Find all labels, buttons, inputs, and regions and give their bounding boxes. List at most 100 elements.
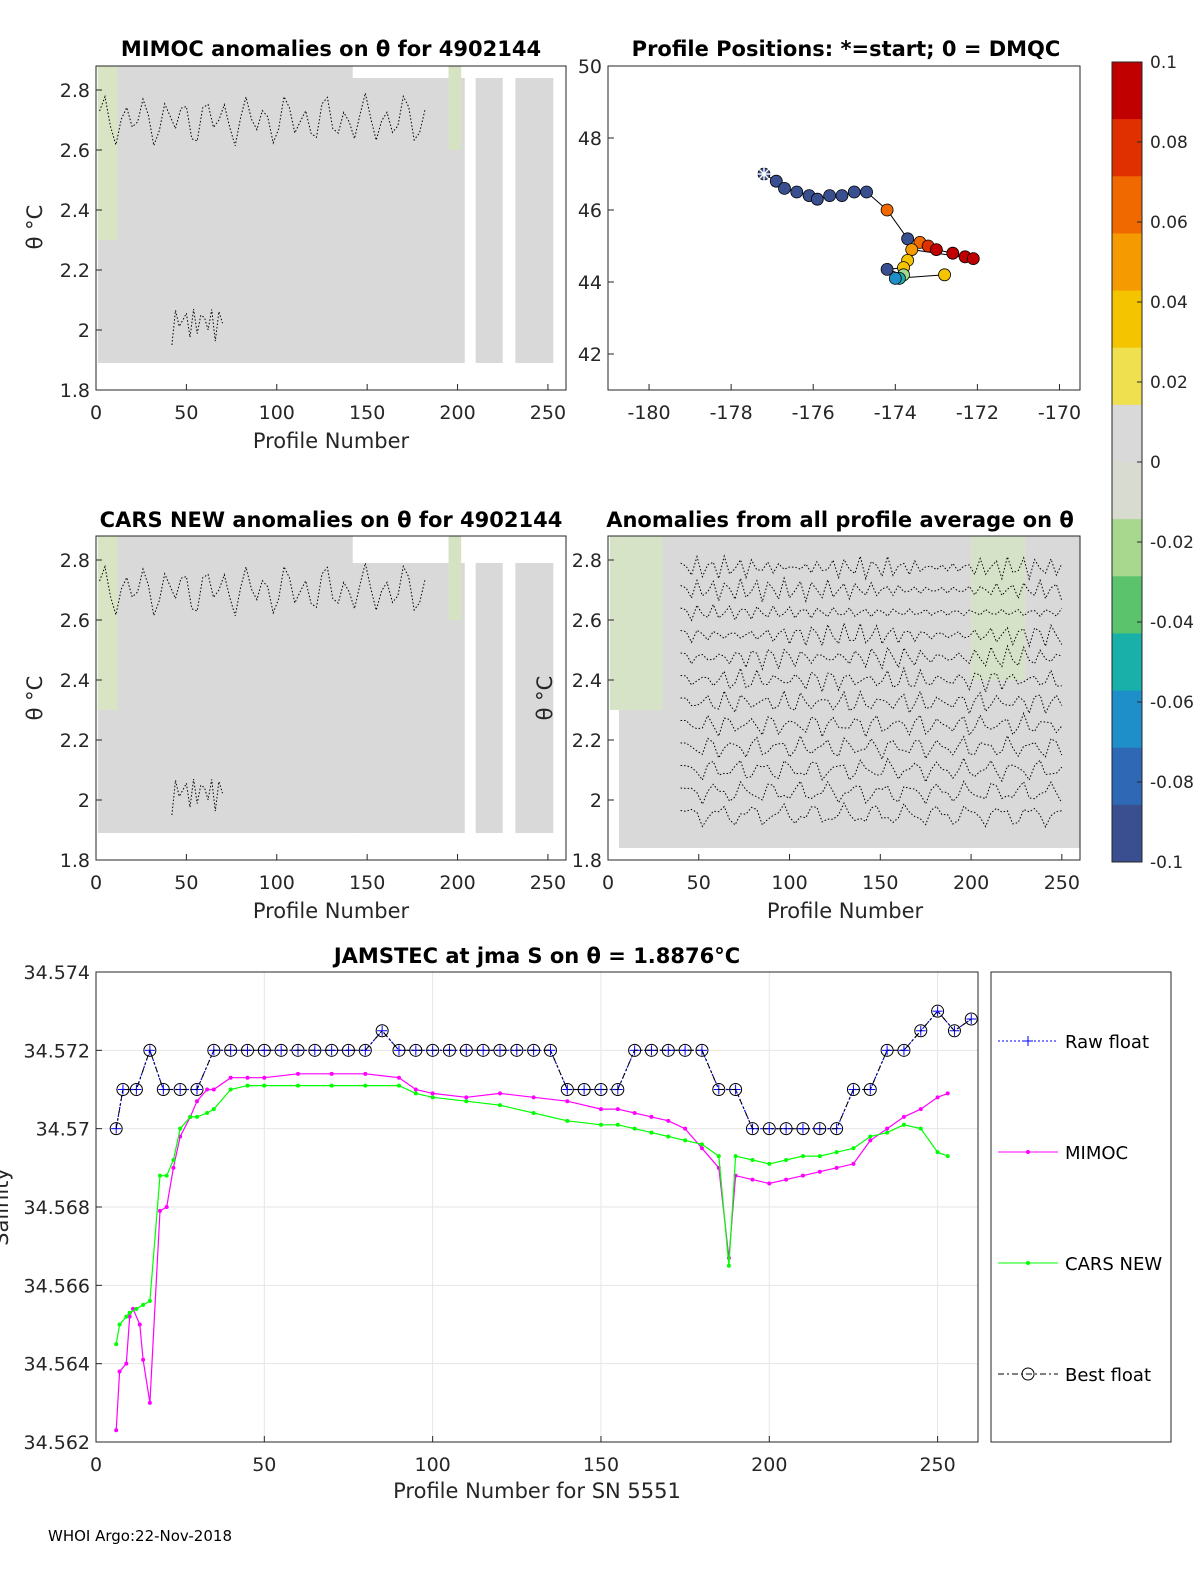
data-point bbox=[767, 1181, 772, 1186]
panel-title: CARS NEW anomalies on θ for 4902144 bbox=[100, 508, 563, 532]
legend-marker bbox=[1026, 1150, 1030, 1154]
profile-marker bbox=[835, 189, 849, 203]
data-point bbox=[678, 1043, 692, 1057]
data-point bbox=[493, 1043, 507, 1057]
colorbar-swatch bbox=[1112, 347, 1142, 406]
data-point bbox=[914, 1024, 928, 1038]
axis-ticks: 0 50 100 150 200 250 1.8 2 2.2 2.4 2.6 2.8 bbox=[60, 65, 567, 424]
data-point bbox=[733, 1154, 738, 1159]
data-point bbox=[341, 1043, 355, 1057]
data-point bbox=[141, 1302, 146, 1307]
y-tick-label: 2.8 bbox=[60, 550, 90, 572]
y-tick-label: 2.6 bbox=[572, 610, 602, 632]
footer-text: WHOI Argo:22-Nov-2018 bbox=[48, 1527, 232, 1545]
data-point bbox=[137, 1322, 142, 1327]
x-axis-label: Profile Number bbox=[253, 429, 410, 453]
data-point bbox=[931, 1004, 945, 1018]
start-marker-stroke bbox=[758, 168, 770, 180]
data-point bbox=[632, 1111, 637, 1115]
x-tick-label: 150 bbox=[862, 872, 898, 894]
colorbar-swatch bbox=[1112, 404, 1142, 463]
colorbar-swatch bbox=[1112, 462, 1142, 520]
data-point bbox=[173, 1083, 187, 1096]
y-tick-label: 1.8 bbox=[60, 380, 90, 402]
y-tick-label: 1.8 bbox=[572, 850, 602, 872]
profile-marker bbox=[946, 246, 960, 260]
y-tick-label: 2.6 bbox=[60, 140, 90, 162]
data-point bbox=[157, 1208, 162, 1213]
x-tick-label: 200 bbox=[953, 872, 989, 894]
data-point bbox=[131, 1084, 142, 1095]
x-tick-label: 150 bbox=[349, 402, 385, 424]
data-point bbox=[262, 1083, 267, 1088]
data-point bbox=[274, 1043, 288, 1057]
data-point bbox=[666, 1134, 671, 1139]
data-point bbox=[375, 1024, 389, 1038]
data-point bbox=[464, 1095, 469, 1100]
data-point bbox=[594, 1083, 608, 1096]
panel-salinity: JAMSTEC at jma S on θ = 1.8876°C 0 50 100 1… bbox=[0, 944, 1172, 1503]
y-tick-label: 2.8 bbox=[60, 80, 90, 102]
data-point bbox=[116, 1083, 130, 1096]
data-point bbox=[779, 1122, 793, 1136]
profile-marker bbox=[823, 189, 837, 203]
data-point bbox=[851, 1161, 856, 1166]
contour-line bbox=[680, 554, 1063, 581]
colorbar-tick-label: -0.06 bbox=[1150, 693, 1194, 713]
data-point bbox=[109, 1122, 123, 1136]
x-tick-label: 50 bbox=[174, 402, 198, 424]
data-point bbox=[134, 1306, 139, 1311]
data-point bbox=[918, 1107, 923, 1112]
y-tick-label: 2.4 bbox=[60, 670, 90, 692]
anomaly-field bbox=[475, 78, 503, 363]
anomaly-field bbox=[609, 536, 663, 710]
anomaly-field bbox=[97, 536, 118, 710]
data-point bbox=[885, 1130, 890, 1135]
data-point bbox=[880, 1043, 894, 1057]
profile-marker bbox=[790, 185, 804, 199]
data-point bbox=[117, 1369, 122, 1374]
data-point bbox=[966, 1014, 977, 1024]
colorbar-tick-label: -0.04 bbox=[1150, 613, 1194, 633]
anomaly-field bbox=[448, 66, 462, 150]
profile-marker bbox=[938, 268, 951, 282]
x-axis-label: Profile Number bbox=[253, 899, 410, 923]
data-point bbox=[868, 1134, 873, 1139]
data-point bbox=[147, 1400, 152, 1405]
profile-marker bbox=[966, 252, 980, 266]
data-point bbox=[430, 1091, 435, 1096]
data-point bbox=[207, 1043, 221, 1057]
y-tick-label: 2.2 bbox=[60, 730, 90, 752]
data-point bbox=[363, 1083, 368, 1088]
x-axis-label: Profile Number for SN 5551 bbox=[393, 1479, 681, 1503]
data-point bbox=[935, 1095, 940, 1100]
x-tick-label: 100 bbox=[771, 872, 807, 894]
x-tick-label: 0 bbox=[90, 402, 102, 424]
data-point bbox=[695, 1043, 709, 1057]
y-tick-label: 42 bbox=[578, 344, 602, 366]
data-point bbox=[964, 1012, 978, 1026]
x-tick-label: 250 bbox=[1044, 872, 1080, 894]
y-tick-label: 2.4 bbox=[572, 670, 602, 692]
x-tick-label: 50 bbox=[174, 872, 198, 894]
data-point bbox=[577, 1083, 591, 1096]
data-point bbox=[750, 1177, 755, 1182]
y-tick-label: 2.4 bbox=[60, 200, 90, 222]
profile-marker bbox=[880, 262, 894, 276]
data-point bbox=[851, 1146, 856, 1151]
data-point bbox=[565, 1099, 570, 1104]
data-point bbox=[228, 1075, 233, 1080]
data-point bbox=[796, 1122, 810, 1136]
y-tick-label: 2 bbox=[78, 790, 90, 812]
data-point bbox=[784, 1158, 789, 1162]
contour-line bbox=[680, 756, 1063, 784]
contour-line bbox=[99, 92, 426, 148]
data-point bbox=[683, 1126, 688, 1131]
legend-marker bbox=[1026, 1261, 1030, 1265]
x-tick-label: -176 bbox=[792, 402, 835, 424]
data-point bbox=[194, 1114, 199, 1119]
colorbar-swatch bbox=[1112, 119, 1142, 177]
data-point bbox=[611, 1083, 625, 1096]
x-tick-label: 100 bbox=[415, 1454, 451, 1476]
profile-marker bbox=[880, 203, 894, 217]
